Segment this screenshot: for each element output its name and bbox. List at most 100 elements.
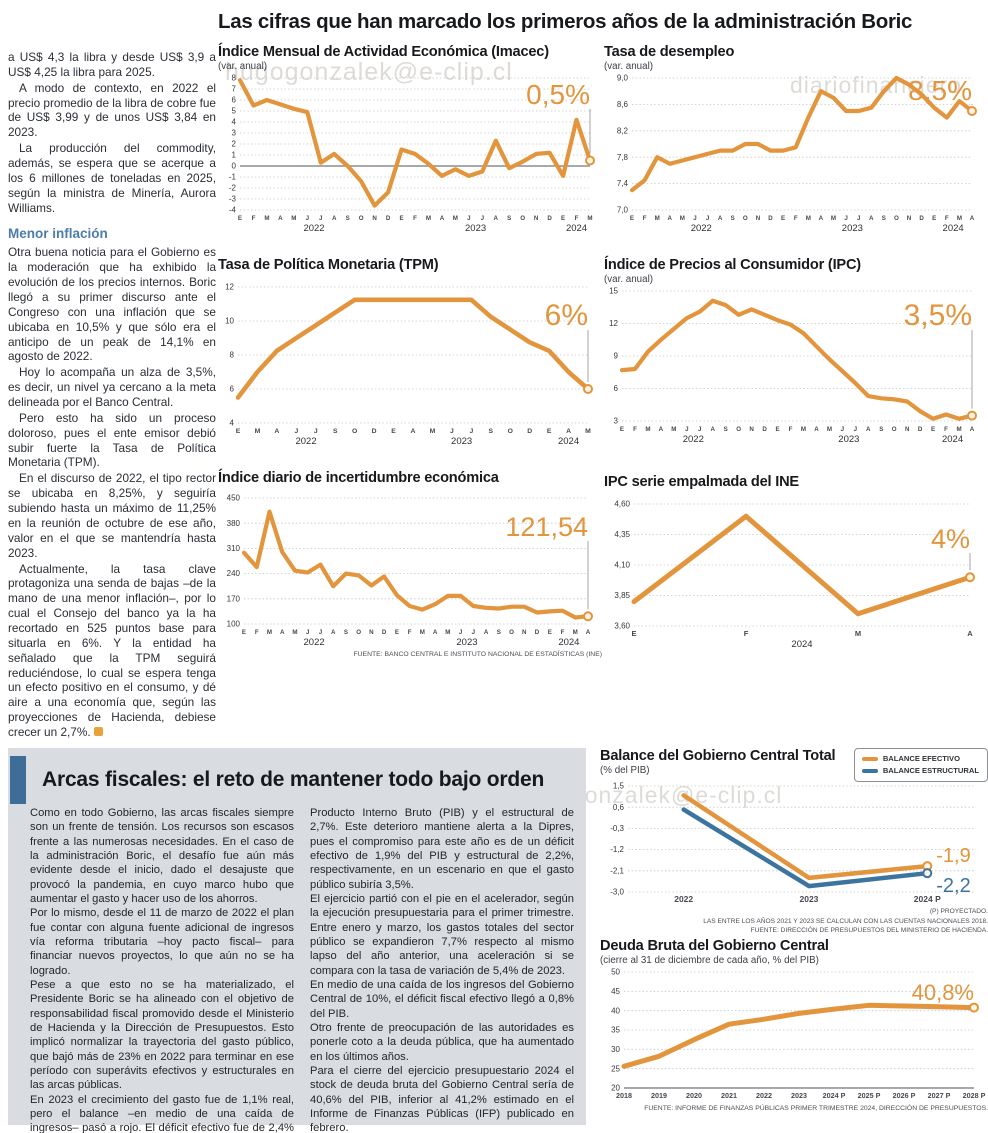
svg-text:2022: 2022 xyxy=(304,637,325,648)
chart-title: Tasa de desempleo xyxy=(604,44,735,60)
svg-text:D: D xyxy=(382,629,387,636)
svg-text:N: N xyxy=(756,215,761,222)
chart-subtitle: (% del PIB) xyxy=(600,765,650,777)
svg-text:F: F xyxy=(575,215,579,222)
svg-text:M: M xyxy=(573,629,578,636)
chart-source: FUENTE: BANCO CENTRAL E INSTITUTO NACION… xyxy=(353,651,603,659)
article-end-icon xyxy=(93,726,103,736)
body-paragraph: Hoy lo acompaña un alza de 3,5%, es deci… xyxy=(8,365,216,410)
balance-efectivo-swatch xyxy=(861,756,878,762)
svg-text:A: A xyxy=(970,426,975,433)
svg-text:M: M xyxy=(292,629,297,636)
svg-text:2021: 2021 xyxy=(721,1091,737,1100)
svg-text:-2: -2 xyxy=(229,184,237,193)
chart-subtitle: (var. anual) xyxy=(604,61,654,73)
chart-title: IPC serie empalmada del INE xyxy=(604,474,799,490)
svg-text:J: J xyxy=(314,428,318,435)
svg-text:M: M xyxy=(671,426,676,433)
body-paragraph: En medio de una caída de los ingresos de… xyxy=(310,978,574,1020)
svg-text:4,10: 4,10 xyxy=(614,561,630,570)
svg-text:N: N xyxy=(372,215,377,222)
svg-text:F: F xyxy=(633,426,637,433)
svg-text:A: A xyxy=(967,629,973,638)
legend: BALANCE EFECTIVO BALANCE ESTRUCTURAL xyxy=(853,748,988,783)
svg-text:J: J xyxy=(450,428,454,435)
svg-text:-4: -4 xyxy=(229,206,237,215)
svg-text:-1,9: -1,9 xyxy=(936,845,970,867)
svg-text:F: F xyxy=(255,629,259,636)
svg-text:N: N xyxy=(907,215,912,222)
svg-text:-2,2: -2,2 xyxy=(936,875,970,897)
svg-text:F: F xyxy=(413,215,417,222)
svg-text:N: N xyxy=(369,629,374,636)
svg-text:A: A xyxy=(494,215,499,222)
svg-text:J: J xyxy=(459,629,463,636)
svg-text:F: F xyxy=(643,215,647,222)
deuda-plot: 50 45 40 35 30 25 20 2018 2019 2020 2021 2022 2023 20… xyxy=(600,966,988,1104)
svg-text:J: J xyxy=(693,215,697,222)
svg-text:A: A xyxy=(814,426,819,433)
svg-text:S: S xyxy=(333,428,338,435)
body-paragraph: Para el cierre del ejercicio presupuesta… xyxy=(310,1064,574,1133)
svg-text:2024: 2024 xyxy=(791,639,812,650)
body-paragraph: a US$ 4,3 la libra y desde US$ 3,9 a US$… xyxy=(8,50,216,79)
svg-text:A: A xyxy=(280,629,285,636)
chart-subtitle: (var. anual) xyxy=(218,61,268,73)
svg-text:4: 4 xyxy=(230,419,235,428)
svg-text:2022: 2022 xyxy=(691,223,712,234)
svg-text:E: E xyxy=(548,629,552,636)
svg-text:F: F xyxy=(744,629,749,638)
svg-text:0: 0 xyxy=(232,162,237,171)
svg-text:2022: 2022 xyxy=(756,1091,772,1100)
svg-text:170: 170 xyxy=(227,594,241,603)
svg-text:J: J xyxy=(854,426,858,433)
svg-text:M: M xyxy=(645,426,650,433)
svg-text:A: A xyxy=(440,215,445,222)
chart-desempleo: Tasa de desempleo (var. anual) 9,0 8,6 8,2… xyxy=(604,44,986,236)
svg-text:F: F xyxy=(561,629,565,636)
svg-text:2023: 2023 xyxy=(456,637,477,648)
svg-text:M: M xyxy=(680,215,685,222)
body-paragraph: En 2023 el crecimiento del gasto fue de … xyxy=(30,1093,294,1133)
svg-text:2020: 2020 xyxy=(686,1091,702,1100)
svg-text:A: A xyxy=(411,428,416,435)
svg-text:O: O xyxy=(356,629,361,636)
svg-text:O: O xyxy=(509,629,514,636)
svg-text:2027 P: 2027 P xyxy=(928,1091,951,1100)
body-paragraph: Actualmente, la tasa clave protagoniza u… xyxy=(8,561,216,739)
svg-text:1,5: 1,5 xyxy=(613,782,625,791)
svg-text:S: S xyxy=(882,215,886,222)
panel-column-2: Producto Interno Bruto (PIB) y el estruc… xyxy=(310,806,574,1133)
svg-text:F: F xyxy=(794,215,798,222)
svg-text:A: A xyxy=(332,215,337,222)
svg-text:M: M xyxy=(267,629,272,636)
svg-text:2023: 2023 xyxy=(799,894,818,904)
svg-text:E: E xyxy=(236,428,241,435)
svg-text:F: F xyxy=(945,215,949,222)
svg-text:7,0: 7,0 xyxy=(617,206,629,215)
svg-text:2024: 2024 xyxy=(942,434,963,445)
svg-text:S: S xyxy=(344,629,348,636)
svg-text:6: 6 xyxy=(230,385,235,394)
svg-text:D: D xyxy=(372,428,377,435)
incertidumbre-plot: 450 380 310 240 170 100 E F M A M J J A S O N D E F M A M J J A S O… xyxy=(218,492,602,650)
svg-text:E: E xyxy=(931,426,935,433)
chart-title: Índice Mensual de Actividad Económica (I… xyxy=(218,44,549,60)
svg-text:S: S xyxy=(497,629,501,636)
chart-title: Índice de Precios al Consumidor (IPC) xyxy=(604,257,861,273)
legend-label: BALANCE ESTRUCTURAL xyxy=(882,766,979,776)
body-paragraph: Pero esto ha sido un proceso doloroso, p… xyxy=(8,410,216,470)
svg-text:N: N xyxy=(749,426,754,433)
svg-text:2028 P: 2028 P xyxy=(963,1091,986,1100)
svg-text:4%: 4% xyxy=(931,524,970,554)
svg-text:S: S xyxy=(879,426,883,433)
svg-text:8: 8 xyxy=(230,351,235,360)
svg-text:M: M xyxy=(801,426,806,433)
svg-text:45: 45 xyxy=(611,987,620,996)
svg-text:3,60: 3,60 xyxy=(614,622,630,631)
svg-text:M: M xyxy=(255,428,261,435)
body-paragraph: En el discurso de 2022, el tipo rector s… xyxy=(8,471,216,560)
svg-text:M: M xyxy=(453,215,458,222)
body-paragraph: Otro frente de preocupación de las autor… xyxy=(310,1021,574,1063)
